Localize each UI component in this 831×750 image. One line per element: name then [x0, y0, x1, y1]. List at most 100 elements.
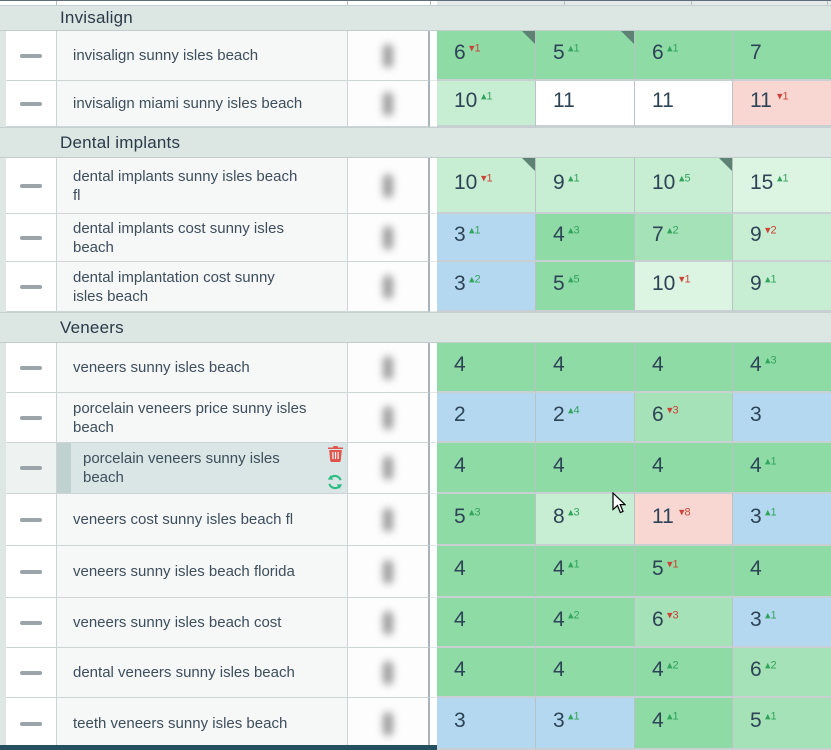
rank-cell[interactable]: 3 ▴2: [437, 262, 536, 312]
rank-cell[interactable]: 4: [536, 443, 635, 494]
rank-cell[interactable]: 9 ▾2: [733, 214, 831, 262]
rank-cell[interactable]: 8 ▴3: [536, 494, 635, 546]
group-header[interactable]: Dental implants: [0, 127, 831, 158]
drag-handle[interactable]: [6, 598, 57, 648]
keyword-cell[interactable]: porcelain veneers price sunny isles beac…: [57, 393, 348, 443]
rank-cell[interactable]: 3 ▴1: [733, 494, 831, 546]
rank-cell[interactable]: 6 ▾1: [437, 31, 536, 81]
rank-cell[interactable]: 6 ▴1: [635, 31, 733, 81]
rank-cell[interactable]: 4: [733, 546, 831, 598]
drag-handle[interactable]: [6, 262, 57, 312]
rank-cell[interactable]: 2: [437, 393, 536, 443]
rank-cell[interactable]: 4 ▴3: [733, 343, 831, 393]
keyword-cell[interactable]: dental implants cost sunny isles beach: [57, 214, 348, 262]
drag-handle[interactable]: [6, 698, 57, 750]
rank-cell[interactable]: 11 ▾8: [635, 494, 733, 546]
rank-cell[interactable]: 10 ▾1: [635, 262, 733, 312]
rank-cell[interactable]: 4 ▴3: [536, 214, 635, 262]
rank-cell[interactable]: 5 ▾1: [635, 546, 733, 598]
rank-cell[interactable]: 11: [536, 81, 635, 127]
drag-handle[interactable]: [6, 494, 57, 546]
rank-cell[interactable]: 6 ▴2: [733, 648, 831, 698]
rank-cell[interactable]: 4: [437, 343, 536, 393]
keyword-cell[interactable]: veneers sunny isles beach florida: [57, 546, 348, 598]
rank-value: 5: [454, 505, 466, 529]
drag-handle[interactable]: [6, 343, 57, 393]
group-header[interactable]: Veneers: [0, 312, 831, 343]
rank-cell[interactable]: 7: [733, 31, 831, 81]
left-gutter: [0, 443, 6, 494]
rank-cell[interactable]: 4: [437, 648, 536, 698]
refresh-icon[interactable]: [327, 474, 343, 490]
rank-cell[interactable]: 11: [635, 81, 733, 127]
rank-cell[interactable]: 4: [437, 443, 536, 494]
rank-cell[interactable]: 9 ▴1: [733, 262, 831, 312]
rank-cell[interactable]: 7 ▴2: [635, 214, 733, 262]
rank-cell[interactable]: 5 ▴1: [733, 698, 831, 750]
drag-handle[interactable]: [6, 393, 57, 443]
rank-cell[interactable]: 10 ▴5: [635, 158, 733, 214]
rank-cell[interactable]: 3: [733, 393, 831, 443]
drag-handle[interactable]: [6, 158, 57, 214]
rank-cell[interactable]: 5 ▴3: [437, 494, 536, 546]
keyword-cell[interactable]: veneers cost sunny isles beach fl: [57, 494, 348, 546]
panel-gap: [430, 81, 437, 127]
drag-handle[interactable]: [6, 214, 57, 262]
blurred-content: [383, 559, 393, 584]
keyword-label: veneers sunny isles beach florida: [73, 563, 295, 580]
group-header-label: Invisalign: [60, 8, 133, 27]
drag-handle[interactable]: [6, 81, 57, 127]
keyword-cell[interactable]: invisalign sunny isles beach: [57, 31, 348, 81]
drag-handle[interactable]: [6, 648, 57, 698]
rank-cell[interactable]: 4 ▴2: [536, 598, 635, 648]
rank-value: 8: [553, 505, 565, 529]
rank-cell[interactable]: 5 ▴1: [536, 31, 635, 81]
rank-value: 4: [553, 353, 565, 377]
rank-cell[interactable]: 3: [437, 698, 536, 750]
drag-handle[interactable]: [6, 546, 57, 598]
rank-cell[interactable]: 5 ▴5: [536, 262, 635, 312]
keyword-cell[interactable]: dental veneers sunny isles beach: [57, 648, 348, 698]
group-header[interactable]: Invisalign: [0, 5, 831, 31]
rank-cell[interactable]: 4: [437, 598, 536, 648]
rank-value: 2: [454, 403, 466, 427]
rank-change-down: ▾1: [777, 90, 789, 103]
keyword-cell[interactable]: veneers sunny isles beach cost: [57, 598, 348, 648]
drag-handle[interactable]: [6, 31, 57, 81]
keyword-cell[interactable]: dental implants sunny isles beach fl: [57, 158, 348, 214]
drag-handle-icon: [20, 517, 42, 522]
rank-cell[interactable]: 15 ▴1: [733, 158, 831, 214]
rank-cell[interactable]: 10 ▴1: [437, 81, 536, 127]
rank-cell[interactable]: 4: [635, 443, 733, 494]
rank-cell[interactable]: 11 ▾1: [733, 81, 831, 127]
rank-cell[interactable]: 4: [536, 343, 635, 393]
rank-change-up: ▴3: [568, 506, 580, 519]
rank-change-up: ▴1: [481, 90, 493, 103]
rank-cell[interactable]: 4: [536, 648, 635, 698]
trash-icon[interactable]: [327, 446, 343, 462]
rank-cell[interactable]: 3 ▴1: [437, 214, 536, 262]
rank-cell[interactable]: 4: [635, 343, 733, 393]
rank-cell[interactable]: 4 ▴1: [536, 546, 635, 598]
rank-change-up: ▴2: [667, 224, 679, 237]
rank-cell[interactable]: 4 ▴1: [635, 698, 733, 750]
rank-cell[interactable]: 3 ▴1: [733, 598, 831, 648]
rank-cell[interactable]: 6 ▾3: [635, 393, 733, 443]
keyword-cell[interactable]: teeth veneers sunny isles beach: [57, 698, 348, 750]
rank-cell[interactable]: 3 ▴1: [536, 698, 635, 750]
rank-cell[interactable]: 4: [437, 546, 536, 598]
rank-cell[interactable]: 2 ▴4: [536, 393, 635, 443]
rank-cell[interactable]: 10 ▾1: [437, 158, 536, 214]
keyword-cell[interactable]: veneers sunny isles beach: [57, 343, 348, 393]
rank-cell[interactable]: 4 ▴2: [635, 648, 733, 698]
rank-cell[interactable]: 9 ▴1: [536, 158, 635, 214]
rank-cell[interactable]: 6 ▾3: [635, 598, 733, 648]
keyword-cell[interactable]: invisalign miami sunny isles beach: [57, 81, 348, 127]
bottom-scrollbar[interactable]: [0, 745, 437, 750]
drag-handle[interactable]: [6, 443, 57, 494]
rank-cell[interactable]: 4 ▴1: [733, 443, 831, 494]
left-gutter: [0, 546, 6, 598]
keyword-cell[interactable]: porcelain veneers sunny isles beach: [57, 443, 348, 494]
panel-gap: [430, 443, 437, 494]
keyword-cell[interactable]: dental implantation cost sunny isles bea…: [57, 262, 348, 312]
